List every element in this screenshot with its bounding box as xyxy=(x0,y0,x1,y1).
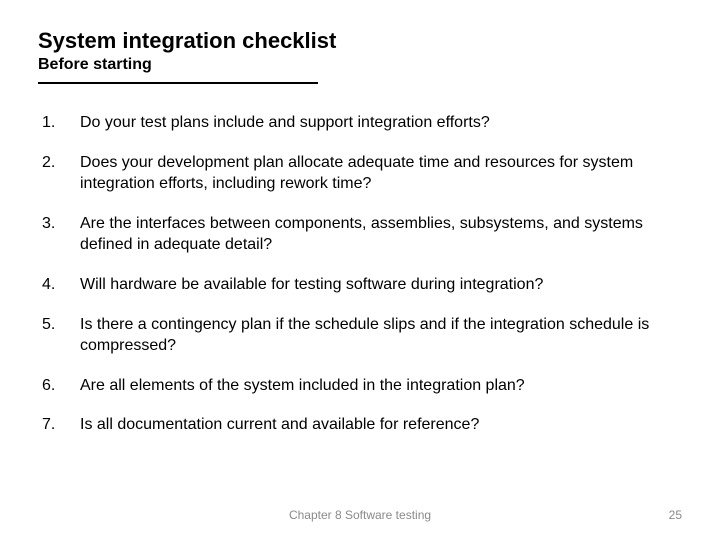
slide-title: System integration checklist xyxy=(38,28,682,54)
slide-footer: Chapter 8 Software testing 25 xyxy=(0,508,720,522)
list-item: Are all elements of the system included … xyxy=(38,375,682,397)
list-item: Does your development plan allocate adeq… xyxy=(38,152,682,195)
footer-chapter: Chapter 8 Software testing xyxy=(289,508,431,522)
list-item: Is there a contingency plan if the sched… xyxy=(38,314,682,357)
slide-container: System integration checklist Before star… xyxy=(0,0,720,540)
list-item: Will hardware be available for testing s… xyxy=(38,274,682,296)
title-divider xyxy=(38,82,318,84)
list-item: Are the interfaces between components, a… xyxy=(38,213,682,256)
list-item: Do your test plans include and support i… xyxy=(38,112,682,134)
slide-subtitle: Before starting xyxy=(38,56,682,74)
footer-page-number: 25 xyxy=(669,508,682,522)
list-item: Is all documentation current and availab… xyxy=(38,414,682,436)
checklist: Do your test plans include and support i… xyxy=(38,112,682,436)
